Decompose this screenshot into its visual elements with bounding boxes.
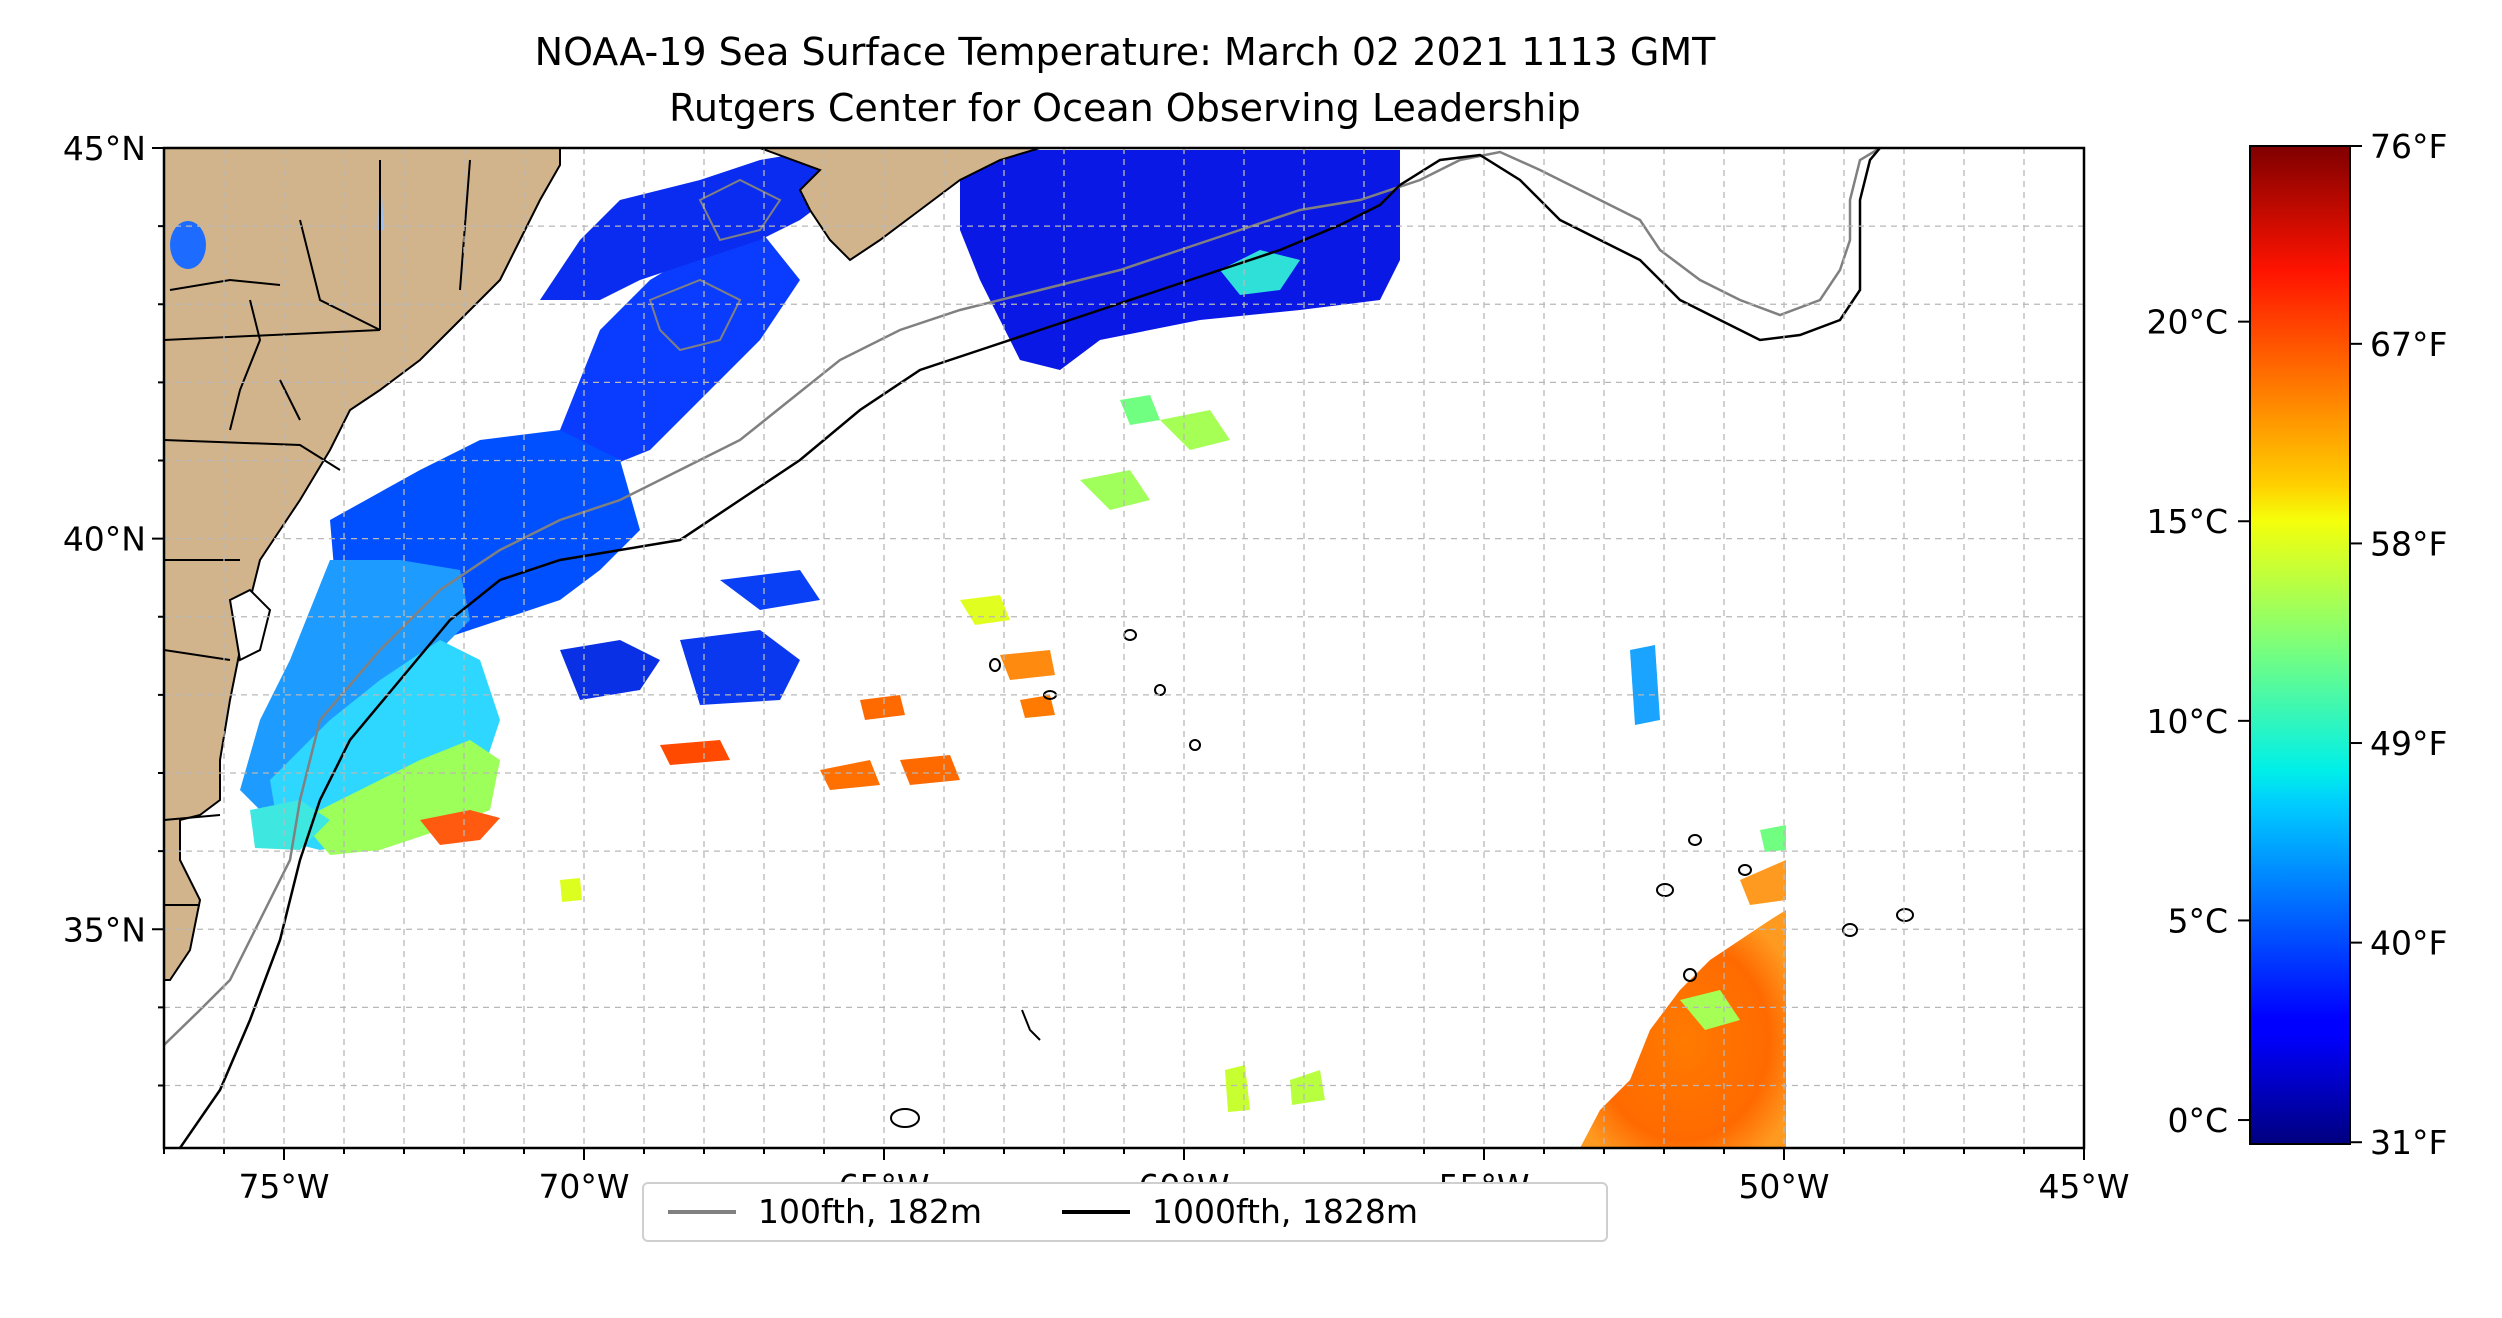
- legend-item-100fth: 100fth, 182m: [668, 1192, 982, 1232]
- legend-label-1000fth: 1000fth, 1828m: [1152, 1192, 1418, 1231]
- colorbar-celsius-label: 10°C: [2146, 702, 2228, 741]
- isobath-legend: 100fth, 182m 1000fth, 1828m: [642, 1182, 1608, 1242]
- colorbar-celsius-label: 20°C: [2146, 303, 2228, 342]
- colorbar-celsius-axis: 0°C 5°C 10°C 15°C 20°C: [2146, 303, 2250, 1140]
- legend-label-100fth: 100fth, 182m: [758, 1192, 982, 1231]
- lat-tick-label: 45°N: [63, 129, 146, 168]
- colorbar-fahrenheit-label: 76°F: [2370, 127, 2447, 166]
- sst-coastal-band: [240, 230, 800, 855]
- seamount-contours: [890, 629, 1914, 1128]
- lake-champlain-region: [170, 221, 206, 269]
- colorbar-celsius-label: 5°C: [2167, 901, 2228, 940]
- lon-tick-label: 45°W: [2038, 1167, 2129, 1206]
- isobath-100fth: [164, 148, 1881, 1046]
- lon-tick-label: 75°W: [238, 1167, 329, 1206]
- lon-tick-label: 70°W: [538, 1167, 629, 1206]
- land-areas: [164, 148, 1041, 981]
- legend-item-1000fth: 1000fth, 1828m: [1062, 1192, 1418, 1232]
- colorbar-fahrenheit-axis: 31°F 40°F 49°F 58°F 67°F 76°F: [2350, 127, 2447, 1162]
- lat-tick-label: 40°N: [63, 520, 146, 559]
- lat-tick-label: 35°N: [63, 910, 146, 949]
- colorbar-fahrenheit-label: 31°F: [2370, 1123, 2447, 1162]
- colorbar-fahrenheit-label: 49°F: [2370, 724, 2447, 763]
- colorbar-celsius-label: 0°C: [2167, 1101, 2228, 1140]
- colorbar: [2249, 145, 2351, 1145]
- latitude-axis: 45°N 40°N 35°N: [63, 129, 164, 1087]
- sst-southeast-warm-area: [1580, 825, 1786, 1148]
- colorbar-celsius-label: 15°C: [2146, 502, 2228, 541]
- map-title: NOAA-19 Sea Surface Temperature: March 0…: [534, 30, 1716, 74]
- legend-line-100fth: [668, 1210, 736, 1214]
- colorbar-fahrenheit-label: 58°F: [2370, 524, 2447, 563]
- legend-line-1000fth: [1062, 1210, 1130, 1214]
- colorbar-fahrenheit-label: 40°F: [2370, 924, 2447, 963]
- state-borders: [164, 159, 471, 906]
- colorbar-fahrenheit-label: 67°F: [2370, 325, 2447, 364]
- sst-scattered-patches: [560, 395, 1660, 1112]
- map-subtitle: Rutgers Center for Ocean Observing Leade…: [669, 86, 1581, 130]
- isobath-1000fth: [178, 148, 1881, 1148]
- lon-tick-label: 50°W: [1738, 1167, 1829, 1206]
